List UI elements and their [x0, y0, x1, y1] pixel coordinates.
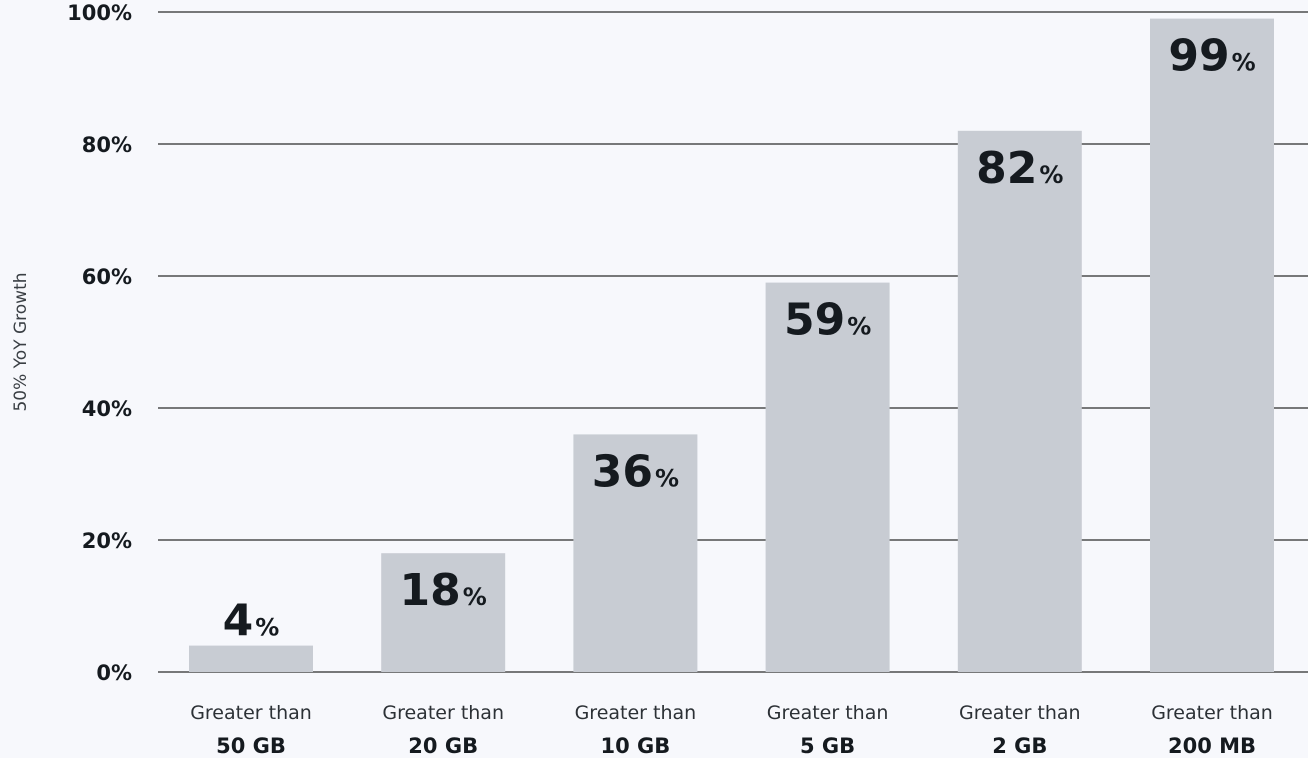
bar — [765, 282, 890, 672]
x-tick-label-line2: 200 MB — [1168, 734, 1256, 758]
x-tick-label-line1: Greater than — [1151, 702, 1273, 724]
bar-value-unit: % — [1039, 161, 1063, 189]
bar — [1150, 18, 1274, 673]
y-tick-label: 100% — [67, 1, 132, 25]
bar-value-unit: % — [655, 464, 679, 492]
x-tick-label-line1: Greater than — [190, 702, 312, 724]
x-tick-label-line2: 20 GB — [408, 734, 478, 758]
y-tick-label: 0% — [96, 661, 132, 685]
bar-value-label: 4% — [223, 596, 280, 647]
x-tick-label-line1: Greater than — [767, 702, 889, 724]
bar-value-label: 99% — [1168, 31, 1255, 82]
y-tick-label: 20% — [82, 529, 132, 553]
bar-value-label: 18% — [400, 565, 487, 616]
bar-value-unit: % — [255, 614, 279, 642]
bar — [189, 645, 313, 672]
y-axis-label: 50% YoY Growth — [11, 272, 31, 411]
bar-value-unit: % — [847, 313, 871, 341]
bars — [189, 18, 1274, 673]
x-tick-label-line1: Greater than — [575, 702, 697, 724]
y-axis-ticks: 0% 20% 40% 60% 80% 100% — [67, 1, 132, 685]
x-tick-label-line2: 2 GB — [992, 734, 1047, 758]
x-tick-label-line2: 50 GB — [216, 734, 286, 758]
y-tick-label: 40% — [82, 397, 132, 421]
bar — [573, 434, 698, 672]
x-tick-label-line2: 5 GB — [800, 734, 855, 758]
bar-value-unit: % — [1232, 49, 1256, 77]
x-tick-label-line2: 10 GB — [601, 734, 671, 758]
bar-value-label: 82% — [976, 143, 1063, 194]
y-tick-label: 60% — [82, 265, 132, 289]
bar-value-label: 59% — [784, 295, 871, 346]
bar-value-number: 18 — [400, 565, 461, 616]
bar-value-unit: % — [463, 583, 487, 611]
x-tick-label-line1: Greater than — [959, 702, 1081, 724]
x-axis-labels: Greater than 50 GB Greater than 20 GB Greate… — [190, 702, 1273, 758]
bar-value-number: 59 — [784, 295, 845, 346]
bar-value-number: 82 — [976, 143, 1037, 194]
bar-value-number: 99 — [1168, 31, 1229, 82]
bar — [381, 553, 506, 672]
y-tick-label: 80% — [82, 133, 132, 157]
bar-value-number: 36 — [592, 446, 653, 497]
bar-value-label: 36% — [592, 446, 679, 497]
bar — [957, 130, 1082, 673]
bar-value-number: 4 — [223, 596, 254, 647]
value-labels: 4%18%36%59%82%99% — [223, 31, 1256, 647]
gridlines — [158, 11, 1308, 673]
x-tick-label-line1: Greater than — [382, 702, 504, 724]
